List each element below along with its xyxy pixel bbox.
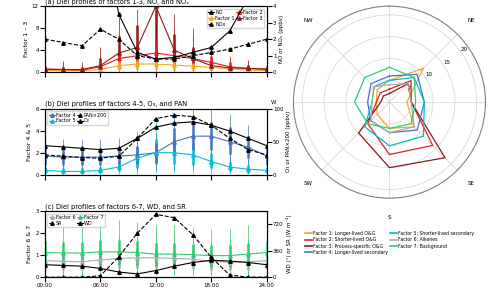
Y-axis label: NO or NOₓ (ppbv): NO or NOₓ (ppbv) <box>279 15 284 63</box>
Y-axis label: Factor 4 & 5: Factor 4 & 5 <box>28 123 32 161</box>
Text: (a) Diel profiles of factors 1-3, NO, and NOₓ: (a) Diel profiles of factors 1-3, NO, an… <box>45 0 189 5</box>
Y-axis label: Factor 6 & 7: Factor 6 & 7 <box>28 225 32 263</box>
Y-axis label: WD (°) or SR (W m⁻²): WD (°) or SR (W m⁻²) <box>286 215 292 274</box>
Legend: Factor 1: Longer-lived O&G, Factor 2: Shorter-lived O&G, Factor 3: Process-speci: Factor 1: Longer-lived O&G, Factor 2: Sh… <box>304 230 475 256</box>
Y-axis label: O₃ or PAN×200 (ppbv): O₃ or PAN×200 (ppbv) <box>286 111 291 172</box>
Text: (c) Diel profiles of factors 6-7, WD, and SR: (c) Diel profiles of factors 6-7, WD, an… <box>45 203 186 210</box>
Text: (b) Diel profiles of factors 4-5, O₃, and PAN: (b) Diel profiles of factors 4-5, O₃, an… <box>45 101 187 107</box>
Legend: Factor 4, Factor 5, PAN×200, O₃: Factor 4, Factor 5, PAN×200, O₃ <box>48 111 108 125</box>
Legend: Factor 6, SR, Factor 7, WD: Factor 6, SR, Factor 7, WD <box>48 213 104 227</box>
Legend: NO, Factor 1, NOx, Factor 2, Factor 3: NO, Factor 1, NOx, Factor 2, Factor 3 <box>207 9 264 28</box>
Y-axis label: Factor 1 – 3: Factor 1 – 3 <box>24 21 29 57</box>
